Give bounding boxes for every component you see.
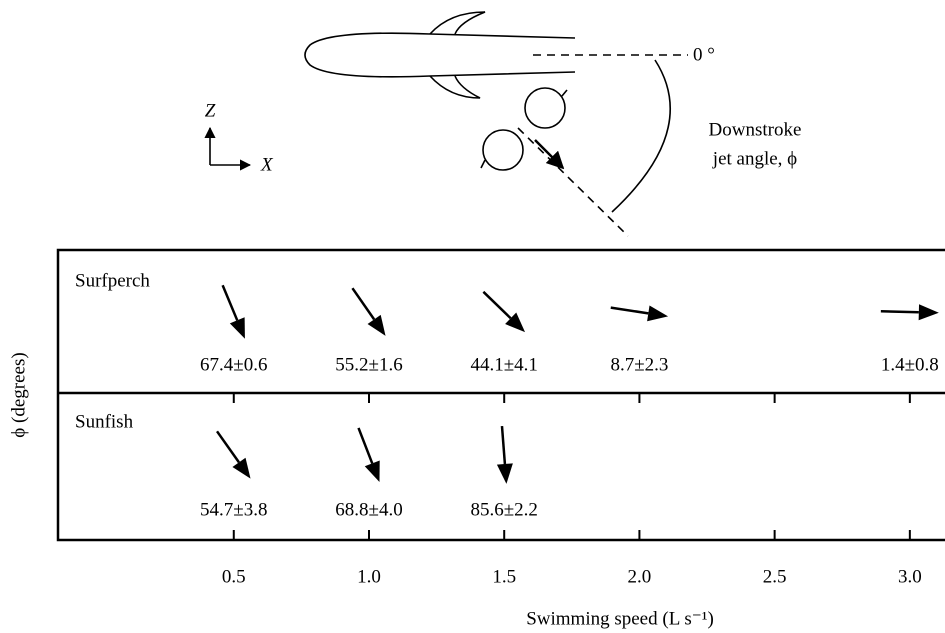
arrow-shaft (215, 430, 240, 464)
axis-x: X (260, 154, 274, 175)
arrow-head (918, 304, 939, 321)
x-tick-label: 2.5 (763, 566, 787, 587)
jet-arrow (215, 430, 251, 479)
jet-arrow (221, 284, 245, 339)
angle-label: jet angle, ϕ (712, 148, 797, 169)
value-label: 8.7±2.3 (610, 354, 668, 375)
value-label: 85.6±2.2 (470, 499, 537, 520)
x-tick-label: 2.0 (628, 566, 652, 587)
arrow-head (505, 312, 526, 333)
x-tick-label: 1.0 (357, 566, 381, 587)
arrow-shaft (482, 290, 512, 320)
jet-arrow (880, 304, 939, 321)
arrow-head (229, 317, 245, 339)
jet-arrow (351, 287, 386, 336)
arrow-shaft (880, 310, 919, 314)
value-label: 1.4±0.8 (881, 354, 939, 375)
jet-arrow (357, 427, 380, 483)
arrow-head (367, 314, 386, 336)
axis-z: Z (205, 100, 216, 121)
arrow-head (232, 457, 251, 479)
panel-name: Sunfish (75, 411, 134, 432)
y-axis-label: ϕ (degrees) (8, 352, 29, 437)
x-tick-label: 0.5 (222, 566, 246, 587)
panel-frame (56, 248, 945, 542)
zero-label: 0 ° (693, 44, 715, 65)
value-label: 55.2±1.6 (335, 354, 402, 375)
arrow-shaft (500, 425, 507, 465)
value-label: 67.4±0.6 (200, 354, 267, 375)
angle-label: Downstroke (709, 119, 802, 140)
jet-arrow (496, 425, 513, 484)
x-tick-label: 3.0 (898, 566, 922, 587)
x-tick-label: 1.5 (492, 566, 516, 587)
fish-schematic (204, 11, 688, 237)
value-label: 68.8±4.0 (335, 499, 402, 520)
value-label: 54.7±3.8 (200, 499, 267, 520)
arrow-shaft (221, 284, 239, 321)
jet-arrow (482, 290, 526, 333)
jet-arrow (610, 305, 669, 322)
x-axis-label: Swimming speed (L s⁻¹) (526, 608, 714, 629)
arrow-shaft (357, 427, 374, 464)
arrow-shaft (351, 287, 376, 321)
panel-name: Surfperch (75, 270, 150, 291)
arrow-head (496, 463, 513, 484)
arrow-head (647, 305, 669, 322)
value-label: 44.1±4.1 (470, 354, 537, 375)
arrow-head (364, 460, 380, 483)
arrow-shaft (610, 306, 649, 315)
